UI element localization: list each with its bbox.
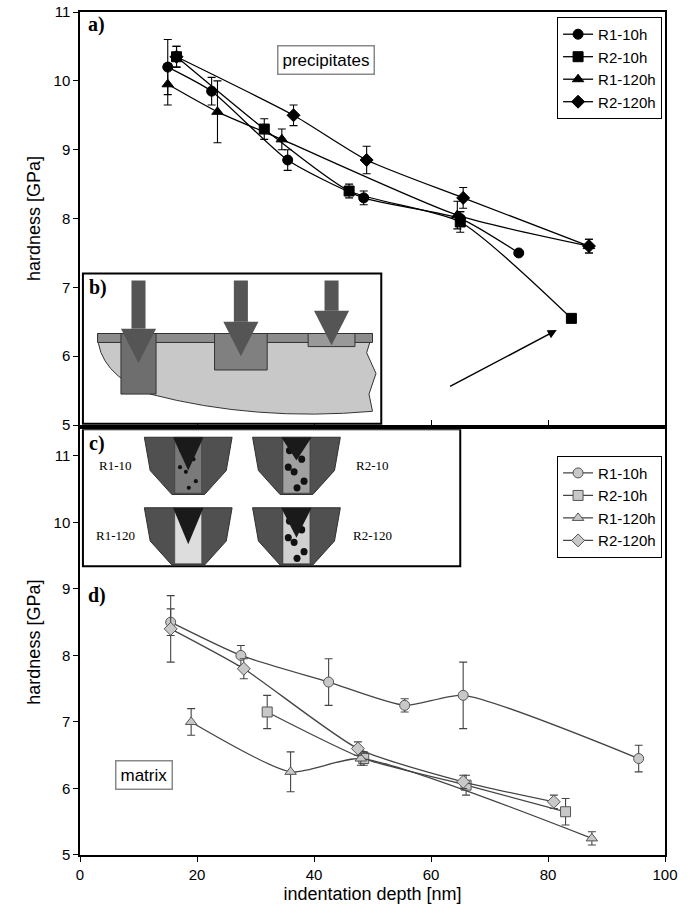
- svg-text:5: 5: [62, 416, 70, 433]
- svg-text:R2-120h: R2-120h: [598, 532, 656, 549]
- svg-text:hardness [GPa]: hardness [GPa]: [24, 580, 44, 705]
- svg-text:11: 11: [55, 447, 71, 464]
- svg-text:80: 80: [540, 866, 557, 883]
- svg-text:60: 60: [423, 866, 440, 883]
- svg-text:9: 9: [62, 580, 70, 597]
- svg-text:matrix: matrix: [121, 766, 168, 785]
- svg-text:precipitates: precipitates: [283, 51, 370, 70]
- svg-text:10: 10: [54, 514, 71, 531]
- svg-text:R1-120: R1-120: [96, 528, 135, 543]
- svg-text:11: 11: [55, 3, 71, 20]
- svg-text:R1-10: R1-10: [99, 458, 132, 473]
- svg-text:7: 7: [62, 279, 70, 296]
- svg-text:6: 6: [62, 780, 70, 797]
- svg-text:a): a): [88, 13, 105, 36]
- svg-text:6: 6: [62, 347, 70, 364]
- svg-text:hardness [GPa]: hardness [GPa]: [24, 156, 44, 281]
- svg-text:R1-10h: R1-10h: [598, 465, 647, 482]
- svg-text:d): d): [88, 584, 106, 607]
- svg-text:20: 20: [189, 866, 206, 883]
- svg-text:10: 10: [54, 72, 71, 89]
- svg-text:8: 8: [62, 647, 70, 664]
- svg-text:R1-120h: R1-120h: [598, 510, 656, 527]
- svg-text:R1-120h: R1-120h: [598, 71, 656, 88]
- svg-text:R1-10h: R1-10h: [598, 26, 647, 43]
- svg-text:R2-10h: R2-10h: [598, 487, 647, 504]
- svg-text:8: 8: [62, 210, 70, 227]
- svg-text:R2-120: R2-120: [353, 528, 392, 543]
- svg-text:R2-120h: R2-120h: [598, 94, 656, 111]
- svg-text:100: 100: [652, 866, 677, 883]
- svg-text:5: 5: [62, 846, 70, 863]
- svg-text:0: 0: [76, 866, 84, 883]
- svg-text:R2-10: R2-10: [356, 458, 389, 473]
- svg-text:9: 9: [62, 141, 70, 158]
- svg-text:b): b): [89, 276, 107, 299]
- svg-text:indentation depth [nm]: indentation depth [nm]: [283, 884, 461, 904]
- svg-text:R2-10h: R2-10h: [598, 49, 647, 66]
- svg-text:c): c): [89, 432, 105, 455]
- svg-text:7: 7: [62, 713, 70, 730]
- svg-text:40: 40: [306, 866, 323, 883]
